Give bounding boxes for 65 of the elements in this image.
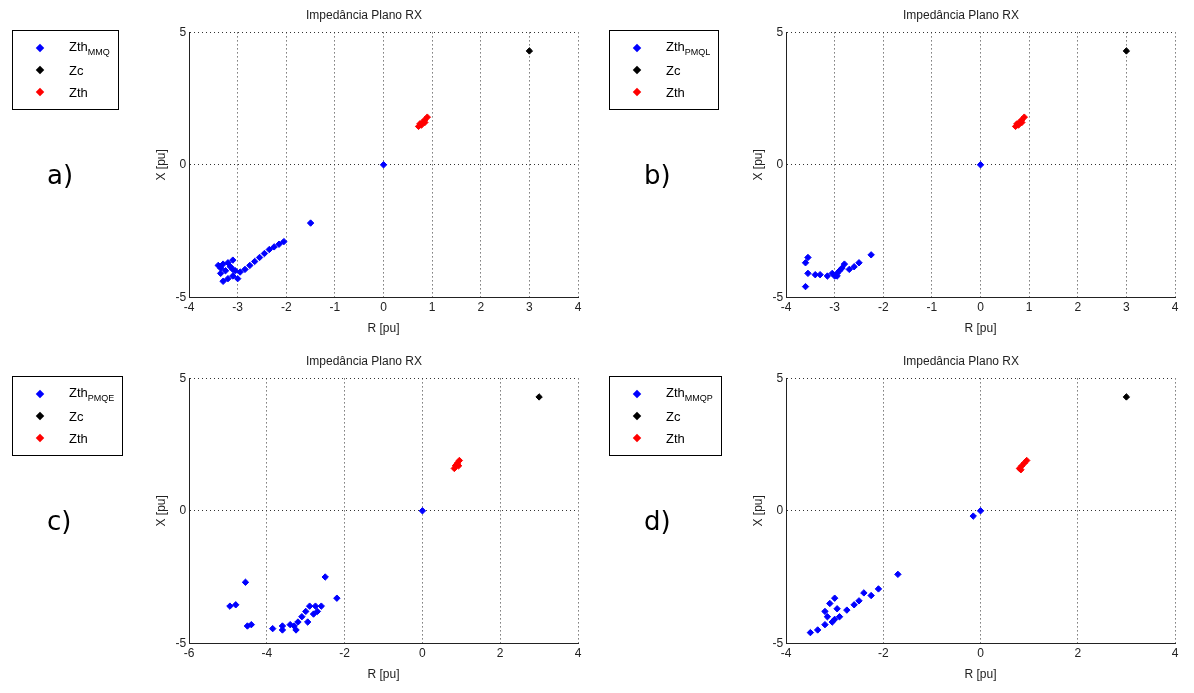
x-axis-title: R [pu] (367, 321, 400, 336)
x-tick-label: 2 (1074, 645, 1082, 660)
x-tick-label: -3 (829, 299, 841, 314)
legend-label: Zth$_{MMQ}$ (69, 39, 110, 57)
legend-label: Zth (666, 430, 685, 446)
x-tick-label: -2 (877, 299, 889, 314)
y-tick-label: 0 (776, 157, 784, 172)
y-tick-label: 0 (179, 157, 187, 172)
legend-label: Zth (69, 430, 88, 446)
x-tick-label: 1 (428, 299, 436, 314)
y-tick-label: -5 (772, 289, 784, 304)
chart-title: Impedância Plano RX (902, 7, 1020, 22)
x-tick-label: 3 (1123, 299, 1131, 314)
y-tick-label: 5 (179, 24, 187, 39)
x-tick-label: 1 (1025, 299, 1033, 314)
x-tick-label: -4 (261, 645, 273, 660)
x-tick-label: 2 (496, 645, 504, 660)
x-tick-label: 4 (574, 645, 582, 660)
x-axis-title: R [pu] (367, 667, 400, 682)
text: a) (47, 160, 75, 190)
y-tick-label: 0 (776, 503, 784, 518)
y-tick-label: 5 (179, 370, 187, 385)
x-tick-label: -2 (280, 299, 292, 314)
x-axis-title: R [pu] (964, 321, 997, 336)
x-tick-label: -1 (926, 299, 938, 314)
x-tick-label: 2 (477, 299, 485, 314)
x-tick-label: -3 (232, 299, 244, 314)
x-tick-label: 0 (977, 645, 985, 660)
legend-label: Zth (666, 84, 685, 100)
y-tick-label: -5 (175, 635, 187, 650)
x-axis-title: R [pu] (964, 667, 997, 682)
y-tick-label: -5 (175, 289, 187, 304)
text: d) (644, 506, 672, 536)
x-tick-label: 0 (380, 299, 388, 314)
x-tick-label: 4 (1171, 299, 1179, 314)
text: c) (47, 506, 73, 536)
y-tick-label: 5 (776, 370, 784, 385)
legend-label: Zth$_{MMQP}$ (666, 385, 713, 403)
y-axis-title: X [pu] (750, 149, 765, 181)
y-axis-title: X [pu] (153, 149, 168, 181)
x-tick-label: -1 (329, 299, 341, 314)
x-tick-label: 0 (419, 645, 427, 660)
chart-title: Impedância Plano RX (305, 353, 423, 368)
y-tick-label: 0 (179, 503, 187, 518)
y-axis-title: X [pu] (750, 495, 765, 527)
legend-label: Zc (69, 408, 84, 424)
legend-label: Zc (666, 62, 681, 78)
y-axis-title: X [pu] (153, 495, 168, 527)
legend-label: Zc (666, 408, 681, 424)
text: b) (644, 160, 672, 190)
legend-label: Zc (69, 62, 84, 78)
x-tick-label: -2 (877, 645, 889, 660)
chart-title: Impedância Plano RX (902, 353, 1020, 368)
x-tick-label: 4 (574, 299, 582, 314)
x-tick-label: 2 (1074, 299, 1082, 314)
x-tick-label: 0 (977, 299, 985, 314)
y-tick-label: -5 (772, 635, 784, 650)
x-tick-label: 4 (1171, 645, 1179, 660)
legend-label: Zth$_{PMQL}$ (666, 39, 711, 57)
x-tick-label: 3 (526, 299, 534, 314)
legend-label: Zth$_{PMQE}$ (69, 385, 115, 403)
y-tick-label: 5 (776, 24, 784, 39)
x-tick-label: -2 (339, 645, 351, 660)
legend-label: Zth (69, 84, 88, 100)
chart-title: Impedância Plano RX (305, 7, 423, 22)
